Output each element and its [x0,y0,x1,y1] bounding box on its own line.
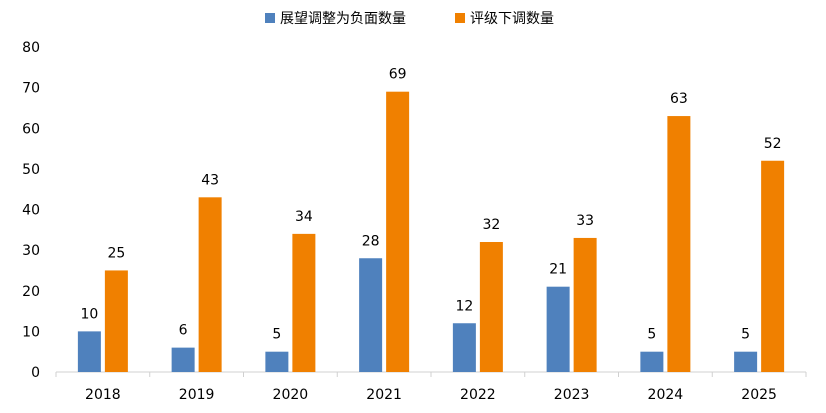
bar-negative-outlook-2019 [171,347,195,372]
x-tick-label: 2023 [554,387,590,403]
data-label-negative-outlook-2020: 5 [272,327,281,343]
bar-downgrade-2020 [292,233,316,372]
y-tick-label: 40 [22,203,40,219]
data-label-downgrade-2018: 25 [107,245,125,261]
y-tick-label: 70 [22,81,40,97]
legend-swatch-1 [455,13,465,23]
data-label-negative-outlook-2022: 12 [455,298,473,314]
bar-downgrade-2023 [573,237,597,372]
bar-negative-outlook-2024 [640,351,664,372]
data-label-downgrade-2020: 34 [295,209,313,225]
x-tick-label: 2024 [648,387,684,403]
bar-negative-outlook-2023 [546,286,570,372]
x-tick-label: 2025 [741,387,777,403]
x-tick-label: 2018 [85,387,121,403]
y-axis: 0 10 20 30 40 50 60 70 80 [22,40,40,381]
legend-swatch-0 [265,13,275,23]
bar-downgrade-2018 [104,270,128,372]
bar-downgrade-2021 [386,91,410,372]
x-tick-label: 2022 [460,387,496,403]
legend: 展望调整为负面数量 评级下调数量 [265,11,554,27]
bar-downgrade-2024 [667,116,691,372]
data-label-downgrade-2023: 33 [576,213,594,229]
data-label-negative-outlook-2021: 28 [362,233,380,249]
bar-negative-outlook-2021 [359,258,383,372]
data-label-downgrade-2019: 43 [201,172,219,188]
data-label-negative-outlook-2018: 10 [80,306,98,322]
y-tick-label: 0 [31,365,40,381]
data-label-downgrade-2021: 69 [389,67,407,83]
x-tick-label: 2021 [366,387,402,403]
data-label-negative-outlook-2023: 21 [549,262,567,278]
y-tick-label: 60 [22,121,40,137]
legend-label-1: 评级下调数量 [470,11,554,27]
data-label-negative-outlook-2024: 5 [647,327,656,343]
y-tick-label: 80 [22,40,40,56]
bar-downgrade-2022 [479,242,503,372]
y-tick-label: 50 [22,162,40,178]
x-tick-label: 2020 [273,387,309,403]
bar-negative-outlook-2025 [734,351,758,372]
x-axis: 2018 2019 2020 2021 2022 2023 2024 2025 [55,371,807,403]
y-tick-label: 30 [22,243,40,259]
data-label-downgrade-2022: 32 [482,217,500,233]
data-label-negative-outlook-2025: 5 [741,327,750,343]
bar-downgrade-2025 [761,160,785,372]
data-label-downgrade-2025: 52 [764,136,782,152]
bar-negative-outlook-2018 [77,331,101,372]
y-tick-label: 10 [22,324,40,340]
bar-negative-outlook-2022 [452,323,476,372]
data-label-negative-outlook-2019: 6 [179,323,188,339]
data-label-downgrade-2024: 63 [670,91,688,107]
x-tick-label: 2019 [179,387,215,403]
y-tick-label: 20 [22,284,40,300]
bar-downgrade-2019 [198,197,222,372]
legend-label-0: 展望调整为负面数量 [280,11,406,27]
data-labels: 10 25 6 43 5 34 28 69 12 32 21 33 5 63 5 52 [80,67,781,343]
bars [77,91,785,372]
bar-negative-outlook-2020 [265,351,289,372]
